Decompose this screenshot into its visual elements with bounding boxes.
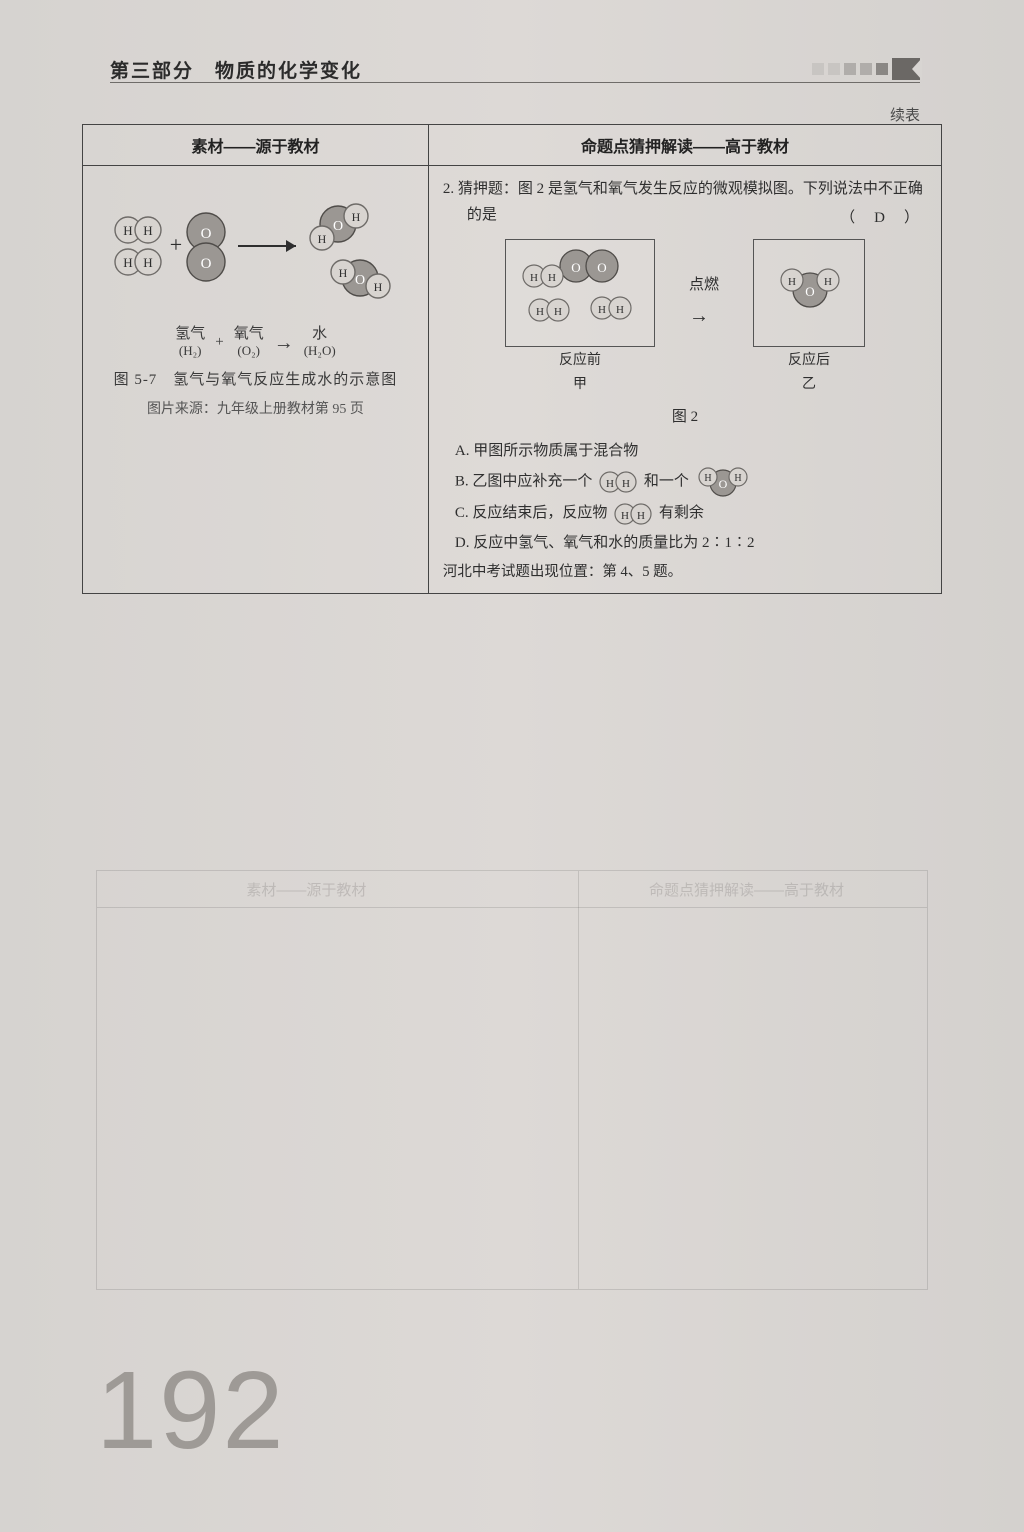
page-header: 第三部分 物质的化学变化 bbox=[110, 56, 920, 82]
inline-h2o-icon: O H H bbox=[695, 467, 751, 497]
cell-material: H H H H + O O bbox=[83, 166, 429, 594]
figure-2-caption: 图 2 bbox=[443, 404, 927, 430]
svg-text:H: H bbox=[124, 255, 133, 270]
continued-label: 续表 bbox=[890, 104, 920, 125]
svg-text:H: H bbox=[616, 304, 624, 316]
svg-text:O: O bbox=[355, 273, 365, 288]
h2o-name: 水 bbox=[312, 326, 327, 342]
svg-text:H: H bbox=[144, 255, 153, 270]
svg-text:H: H bbox=[621, 510, 629, 522]
svg-text:H: H bbox=[339, 266, 348, 280]
panel-after-label: 反应后 bbox=[753, 349, 865, 374]
svg-text:O: O bbox=[333, 219, 343, 234]
svg-text:H: H bbox=[622, 478, 630, 490]
option-b: B. 乙图中应补充一个 H H 和一个 O bbox=[443, 467, 927, 497]
cell-analysis: 2. 猜押题：图 2 是氢气和氧气发生反应的微观模拟图。下列说法中不正确的是 （… bbox=[428, 166, 941, 594]
svg-text:H: H bbox=[318, 232, 327, 246]
option-c-pre: C. 反应结束后，反应物 bbox=[455, 505, 608, 521]
svg-text:H: H bbox=[704, 473, 711, 484]
option-a: A. 甲图所示物质属于混合物 bbox=[443, 438, 927, 464]
svg-text:H: H bbox=[374, 280, 383, 294]
svg-text:H: H bbox=[352, 210, 361, 224]
figure-5-7-caption: 图 5-7 氢气与氧气反应生成水的示意图 bbox=[93, 368, 418, 394]
svg-text:H: H bbox=[536, 306, 544, 318]
page-number: 192 bbox=[96, 1347, 286, 1474]
product-h2o: 水 (H₂O) bbox=[304, 326, 336, 361]
svg-text:O: O bbox=[805, 284, 814, 299]
ornament-dot bbox=[828, 63, 840, 75]
svg-text:O: O bbox=[571, 260, 580, 275]
ignite-label: 点燃 → bbox=[689, 272, 719, 363]
panel-after-svg: O H H bbox=[754, 240, 866, 348]
option-c-post: 有剩余 bbox=[659, 505, 704, 521]
svg-text:H: H bbox=[530, 272, 538, 284]
ignite-arrow: → bbox=[689, 305, 709, 327]
panel-before-box: O O H H H H bbox=[505, 239, 655, 347]
option-b-pre: B. 乙图中应补充一个 bbox=[455, 473, 593, 489]
header-ornament bbox=[812, 58, 920, 80]
reactant-h2: 氢气 (H₂) bbox=[175, 326, 205, 361]
svg-text:O: O bbox=[201, 256, 212, 272]
ornament-dot bbox=[812, 63, 824, 75]
figure-source: 图片来源：九年级上册教材第 95 页 bbox=[93, 398, 418, 422]
inline-h2-icon-2: H H bbox=[613, 501, 653, 527]
section-title: 第三部分 物质的化学变化 bbox=[110, 56, 362, 83]
svg-text:O: O bbox=[597, 260, 606, 275]
page: 第三部分 物质的化学变化 续表 素材——源于教材 命题点猜押解读——高于教材 bbox=[0, 0, 1024, 1532]
reaction-molecule-diagram: H H H H + O O bbox=[100, 186, 410, 306]
svg-text:H: H bbox=[734, 473, 741, 484]
svg-text:H: H bbox=[606, 478, 614, 490]
ornament-arrow bbox=[892, 58, 920, 80]
ghost-head-right: 命题点猜押解读——高于教材 bbox=[649, 879, 844, 900]
o2-name: 氧气 bbox=[234, 326, 264, 342]
panel-after-wrap: O H H 反应后 乙 bbox=[753, 239, 865, 398]
reactant-o2: 氧气 (O₂) bbox=[234, 326, 264, 361]
option-b-mid: 和一个 bbox=[644, 473, 689, 489]
header-rule bbox=[110, 82, 920, 83]
ghost-head-left: 素材——源于教材 bbox=[246, 879, 366, 900]
svg-text:O: O bbox=[201, 226, 212, 242]
ghost-table: 素材——源于教材 命题点猜押解读——高于教材 bbox=[96, 870, 928, 1290]
ornament-dot bbox=[860, 63, 872, 75]
col-head-analysis: 命题点猜押解读——高于教材 bbox=[428, 125, 941, 166]
col-head-material: 素材——源于教材 bbox=[83, 125, 429, 166]
svg-text:H: H bbox=[124, 223, 133, 238]
option-d: D. 反应中氢气、氧气和水的质量比为 2∶1∶2 bbox=[443, 530, 927, 556]
stem-prefix: 2. 猜押题： bbox=[443, 181, 518, 197]
panel-jia-label: 甲 bbox=[505, 373, 655, 398]
svg-text:H: H bbox=[598, 304, 606, 316]
panel-before-wrap: O O H H H H bbox=[505, 239, 655, 398]
inline-h2-icon: H H bbox=[598, 469, 638, 495]
svg-text:H: H bbox=[554, 306, 562, 318]
ornament-dot bbox=[876, 63, 888, 75]
svg-text:H: H bbox=[788, 276, 796, 288]
figure-2-panels: O O H H H H bbox=[443, 239, 927, 398]
panel-before-svg: O O H H H H bbox=[506, 240, 656, 348]
svg-text:+: + bbox=[170, 232, 182, 257]
plus-sign: + bbox=[215, 330, 223, 356]
word-equation: 氢气 (H₂) + 氧气 (O₂) → 水 (H₂O) bbox=[93, 326, 418, 361]
h2o-formula: (H₂O) bbox=[304, 343, 336, 358]
h2-name: 氢气 bbox=[175, 326, 205, 342]
h2-formula: (H₂) bbox=[179, 343, 202, 358]
exercise-table: 素材——源于教材 命题点猜押解读——高于教材 H H bbox=[82, 124, 942, 594]
svg-text:H: H bbox=[824, 276, 832, 288]
svg-text:H: H bbox=[637, 510, 645, 522]
svg-text:H: H bbox=[548, 272, 556, 284]
svg-text:O: O bbox=[718, 477, 727, 491]
option-c: C. 反应结束后，反应物 H H 有剩余 bbox=[443, 500, 927, 527]
panel-after-box: O H H bbox=[753, 239, 865, 347]
ghost-text-block bbox=[100, 560, 920, 646]
panel-before-label: 反应前 bbox=[505, 349, 655, 374]
answer-blank: （ D ） bbox=[840, 205, 927, 231]
ornament-dot bbox=[844, 63, 856, 75]
ignite-text: 点燃 bbox=[689, 277, 719, 293]
svg-text:H: H bbox=[144, 223, 153, 238]
panel-yi-label: 乙 bbox=[753, 373, 865, 398]
o2-formula: (O₂) bbox=[237, 343, 260, 358]
reaction-arrow: → bbox=[274, 326, 294, 360]
